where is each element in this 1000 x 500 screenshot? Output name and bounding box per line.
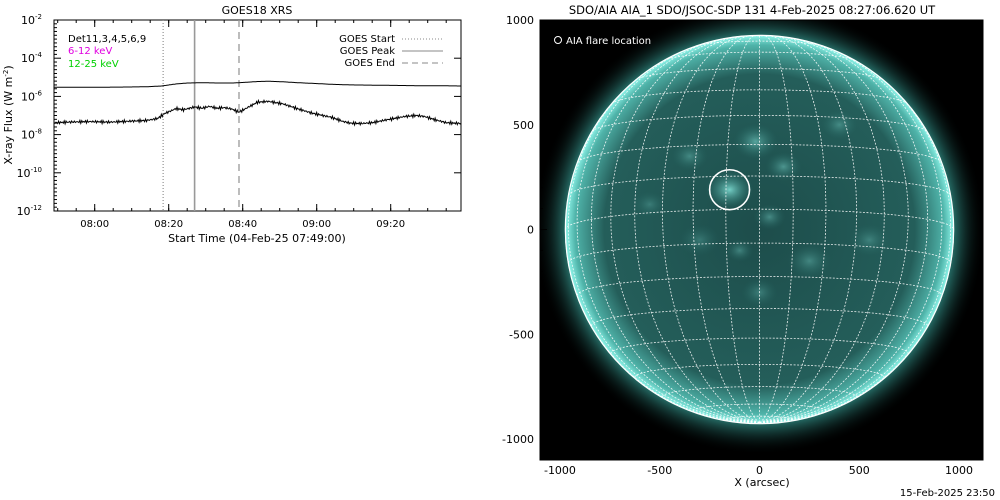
goes-y-tick-base: 10 [21,52,35,65]
goes-y-tick-base: 10 [21,90,35,103]
aia-bright-region [753,204,786,230]
aia-grid-line [664,51,855,61]
aia-bright-region [787,243,832,279]
aia-bright-region [633,191,666,218]
goes-series-group [53,80,462,127]
aia-grid-line [759,36,909,423]
aia-x-tick-label: -500 [647,464,672,477]
aia-y-tick-label: -1000 [502,433,534,446]
goes-y-axis-label-main: X-ray Flux (W m [2,77,15,165]
aia-bright-region [705,170,754,209]
goes-y-tick-exp: -12 [31,204,42,212]
goes-detector-label: Det11,3,4,5,6,9 [68,34,146,45]
legend-goes-start-label: GOES Start [339,34,395,45]
aia-x-tick-label: 0 [756,464,763,477]
aia-image-frame [539,19,984,461]
aia-legend: AIA flare location [554,36,651,47]
goes-event-lines [162,20,240,211]
goes-y-tick-label: 10-6 [21,89,43,103]
aia-y-tick-label: -500 [509,328,534,341]
goes-y-tick-exp: -6 [35,89,43,97]
aia-bright-region [725,239,754,262]
goes-series-long [54,80,461,88]
goes-x-tick-label: 08:20 [154,219,183,230]
aia-grid-line [564,208,955,230]
goes-x-tick-label: 08:00 [80,219,109,230]
goes-y-tick-base: 10 [21,14,35,27]
aia-grid-line [759,38,929,423]
goes-y-tick-base: 10 [17,205,31,218]
goes-y-tick-label: 10-2 [21,13,42,27]
aia-bright-region [765,152,802,182]
aia-x-tick-label: 1000 [945,464,973,477]
goes-y-tick-exp: -2 [35,13,42,21]
goes-y-tick-label: 10-12 [17,204,42,218]
aia-y-ticks: 1000 500 0 -500 -1000 [502,14,547,446]
aia-x-tick-label: 500 [849,464,870,477]
aia-bright-region [821,110,858,140]
goes-y-axis-label-exp: -2 [2,70,10,77]
aia-disk-features [633,110,890,307]
goes-y-axis-label-close: ) [2,65,15,69]
goes-y-tick-label: 10-4 [21,51,43,65]
goes-y-tick-label: 10-10 [17,166,42,180]
goes-series-short [53,98,462,127]
goes-legend: GOES Start GOES Peak GOES End [339,34,443,69]
aia-image-title: SDO/AIA AIA_1 SDO/JSOC-SDP 131 4-Feb-202… [569,3,936,17]
goes-x-axis-label: Start Time (04-Feb-25 07:49:00) [168,232,346,245]
legend-goes-peak-label: GOES Peak [340,46,395,57]
aia-grid-line [661,35,760,423]
aia-bright-region [679,224,720,256]
goes-band-label-high: 12-25 keV [68,59,119,70]
goes-y-tick-exp: -10 [31,166,42,174]
aia-grid-line [759,35,858,423]
goes-y-axis-label: X-ray Flux (W m-2) [2,65,15,164]
aia-grid-line [635,68,884,81]
legend-goes-end-label: GOES End [345,58,395,69]
aia-y-tick-label: 1000 [506,14,534,27]
aia-grid-line [759,35,885,423]
goes-x-ticks: 08:00 08:20 08:40 09:00 09:20 [57,20,447,230]
aia-grid-line [591,308,929,327]
aia-bright-region [849,224,890,256]
aia-x-axis-label: X (arcsec) [734,476,789,489]
aia-grid-line [590,38,760,423]
aia-limb-outline [564,34,955,425]
aia-bright-region [671,141,708,171]
footer-timestamp: 15-Feb-2025 23:50 [900,488,995,499]
aia-grid-line [610,36,760,423]
goes-y-tick-base: 10 [21,129,35,142]
goes-y-tick-base: 10 [17,167,31,180]
goes-x-tick-label: 09:20 [376,219,405,230]
aia-grid-line [611,89,908,105]
aia-x-ticks: -1000 -500 0 500 1000 [544,453,973,477]
aia-legend-circle-icon [554,36,562,44]
goes-x-tick-label: 08:40 [228,219,257,230]
aia-grid-line [692,35,760,423]
aia-grid-line [634,35,760,423]
aia-flare-location-circle [708,168,751,211]
aia-y-tick-label: 500 [513,119,534,132]
aia-y-tick-label: 0 [527,224,534,237]
goes-chart-title: GOES18 XRS [222,4,293,17]
goes-x-tick-label: 09:00 [302,219,331,230]
goes-y-tick-exp: -8 [35,128,42,136]
aia-bright-region [733,123,778,160]
aia-grid-line [759,35,827,423]
goes-band-label-low: 6-12 keV [68,46,112,57]
goes-y-tick-exp: -4 [35,51,43,59]
aia-grid-line [759,63,952,423]
aia-grid-line [567,63,760,423]
goes-y-tick-label: 10-8 [21,128,42,142]
aia-x-tick-label: -1000 [544,464,576,477]
aia-grid-line [591,115,928,132]
aia-legend-label: AIA flare location [566,36,651,47]
